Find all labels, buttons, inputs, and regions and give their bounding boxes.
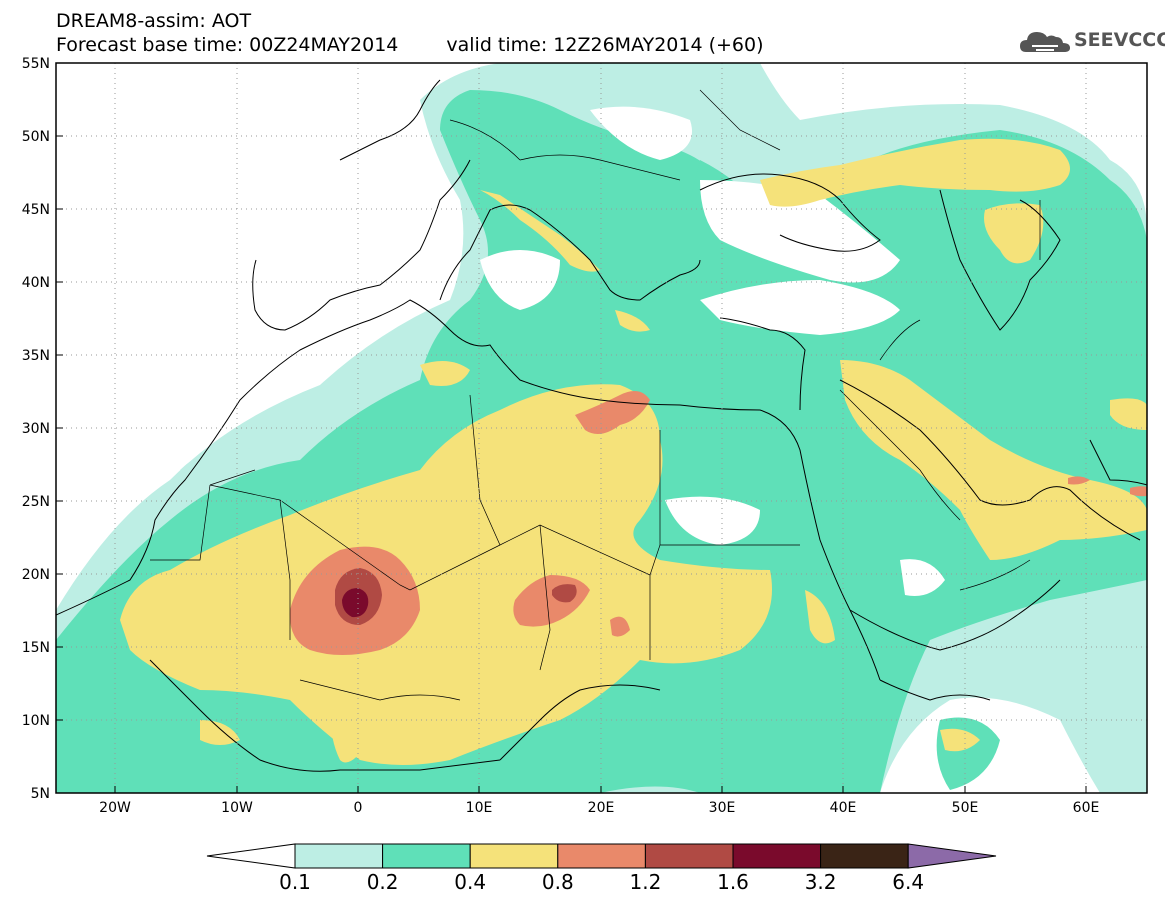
- colorbar-label: 0.2: [366, 870, 399, 894]
- map-subtitle: Forecast base time: 00Z24MAY2014 valid ti…: [56, 34, 764, 56]
- colorbar-segment: [469, 843, 559, 869]
- lon-label: 60E: [1073, 800, 1100, 816]
- longitude-labels: 20W 10W 0 10E 20E 30E 40E 50E 60E: [99, 800, 1099, 816]
- country-borders: [150, 89, 1041, 701]
- lat-label: 25N: [22, 494, 50, 510]
- colorbar-segment-under: [206, 843, 296, 869]
- lon-label: 0: [354, 800, 363, 816]
- lat-label: 55N: [22, 56, 50, 72]
- colorbar-label: 0.1: [279, 870, 311, 894]
- lon-label: 10E: [466, 800, 493, 816]
- coastlines: [56, 79, 1147, 772]
- colorbar-segment: [732, 843, 822, 869]
- lon-label: 20W: [99, 800, 131, 816]
- lon-label: 10W: [221, 800, 253, 816]
- aot-band-1.6: [342, 588, 369, 618]
- colorbar-label: 1.6: [717, 870, 749, 894]
- lon-label: 30E: [709, 800, 736, 816]
- lat-label: 10N: [22, 713, 50, 729]
- colorbar: [206, 843, 997, 869]
- lon-label: 40E: [830, 800, 857, 816]
- base-time: Forecast base time: 00Z24MAY2014: [56, 34, 399, 56]
- colorbar-label: 6.4: [892, 870, 925, 894]
- colorbar-label: 1.2: [629, 870, 662, 894]
- logo-text: SEEVCCC: [1074, 29, 1165, 51]
- lat-label: 50N: [22, 129, 50, 145]
- lat-label: 30N: [22, 421, 50, 437]
- lon-label: 20E: [588, 800, 615, 816]
- lat-label: 35N: [22, 348, 50, 364]
- colorbar-segment-over: [907, 843, 997, 869]
- colorbar-segment: [557, 843, 646, 869]
- lat-label: 40N: [22, 275, 50, 291]
- seevccc-logo: SEEVCCC: [1018, 26, 1165, 56]
- lat-label: 15N: [22, 640, 50, 656]
- lat-label: 45N: [22, 202, 50, 218]
- colorbar-segment: [382, 843, 471, 869]
- colorbar-label: 3.2: [804, 870, 837, 894]
- cloud-icon: [1020, 32, 1070, 52]
- low-aot-areas: [480, 106, 945, 596]
- latitude-labels: 55N 50N 45N 40N 35N 30N 25N 20N 15N 10N …: [22, 56, 50, 802]
- colorbar-label: 0.4: [454, 870, 487, 894]
- colorbar-segment: [294, 843, 384, 869]
- tick-marks: [56, 135, 1087, 793]
- map-title: DREAM8-assim: AOT: [56, 10, 252, 32]
- colorbar-segment: [644, 843, 734, 869]
- lon-label: 50E: [952, 800, 979, 816]
- colorbar-label: 0.8: [541, 870, 574, 894]
- lat-label: 20N: [22, 567, 50, 583]
- aot-field: [56, 63, 1147, 793]
- colorbar-segment: [820, 843, 909, 869]
- aot-band-0.4: [120, 138, 1147, 765]
- lat-label: 5N: [31, 786, 50, 802]
- graticule: [56, 63, 1147, 793]
- valid-time: valid time: 12Z26MAY2014 (+60): [446, 34, 764, 56]
